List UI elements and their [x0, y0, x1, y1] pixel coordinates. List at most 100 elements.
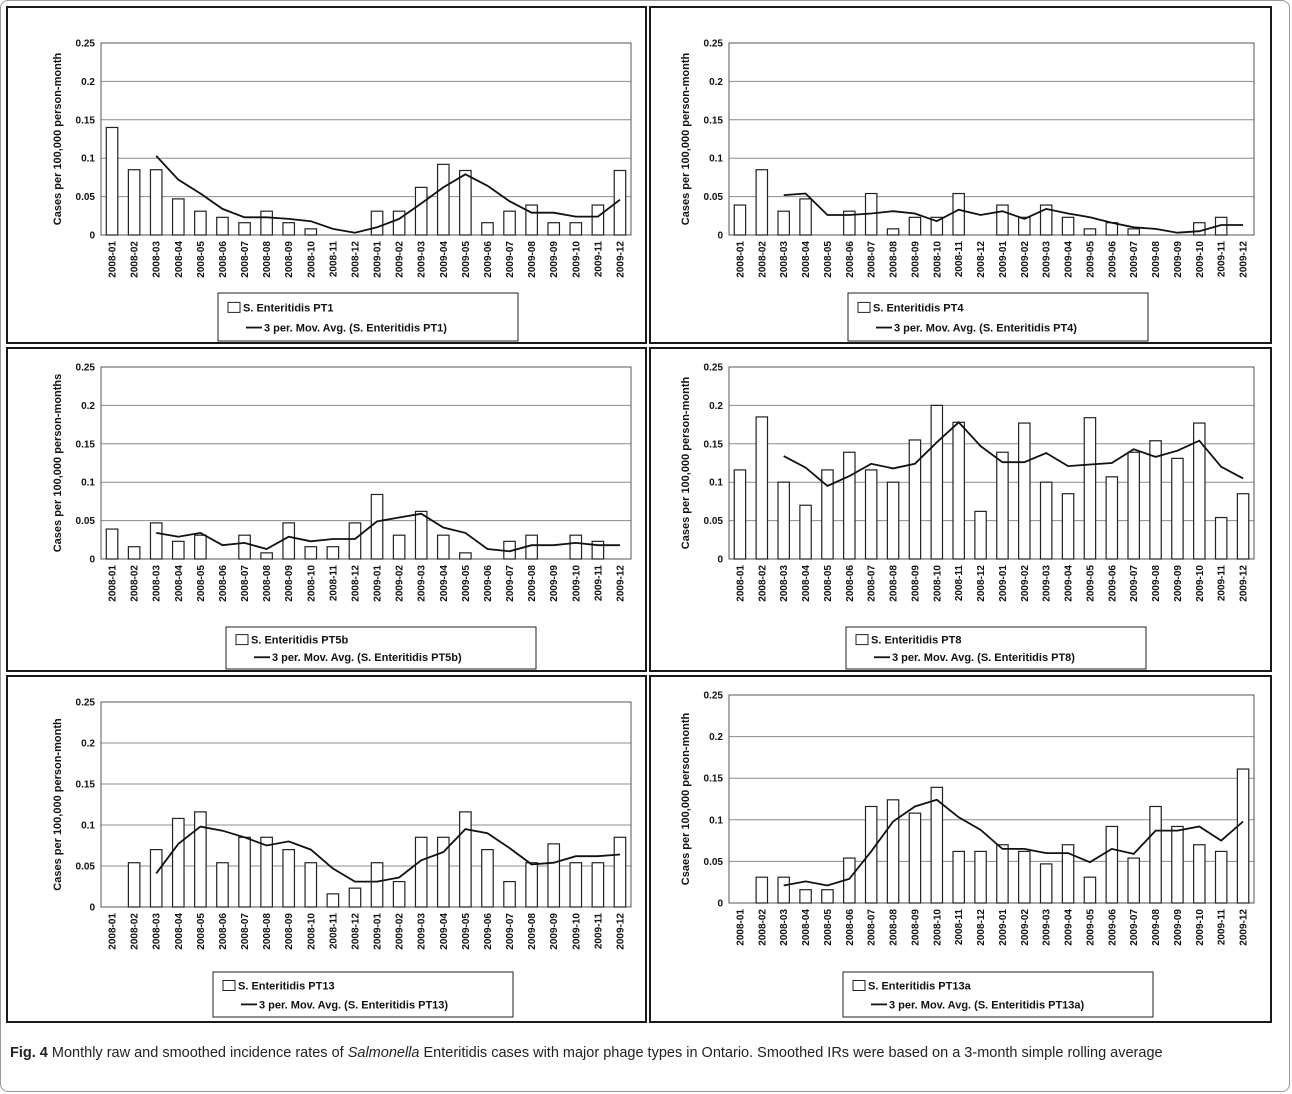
bar — [1105, 222, 1119, 236]
x-tick-label: 2009-10 — [1195, 909, 1206, 946]
moving-average-line — [783, 421, 1244, 488]
bar — [974, 510, 987, 560]
bar — [569, 534, 583, 560]
x-tick-label: 2009-01 — [998, 241, 1009, 278]
bar — [260, 552, 273, 560]
x-tick-label: 2009-05 — [461, 565, 472, 602]
x-tick-label: 2009-11 — [593, 241, 604, 278]
bar — [436, 534, 450, 560]
chart-panel-pt13a: 0 0.05 0.1 0.15 0.2 0.25 Csaes per 100,000 per… — [649, 675, 1272, 1023]
bar — [392, 210, 406, 236]
x-tick-label: 2008-11 — [954, 565, 965, 602]
bar — [149, 169, 163, 236]
bar — [171, 817, 185, 908]
y-tick-label: 0.1 — [81, 154, 95, 165]
legend-label-bars: S. Enteritidis PT8 — [871, 635, 961, 647]
bar — [370, 210, 384, 236]
bar — [1105, 476, 1119, 560]
x-tick-label: 2008-01 — [735, 241, 746, 278]
bar — [414, 510, 428, 560]
y-tick-label: 0 — [89, 231, 95, 242]
legend-label-line: 3 per. Mov. Avg. (S. Enteritidis PT8) — [892, 652, 1075, 664]
plot-area — [728, 694, 1255, 904]
bar — [1039, 863, 1053, 904]
chart-panel-pt1: 0 0.05 0.1 0.15 0.2 0.25 Cases per 100,000 per… — [6, 6, 647, 344]
bar — [952, 421, 965, 560]
y-tick-label: 0.15 — [76, 115, 96, 126]
y-tick-label: 0.05 — [76, 862, 96, 873]
x-tick-label: 2008-08 — [262, 241, 273, 278]
bar — [996, 844, 1009, 904]
y-axis-label: Cases per 100,000 person-month — [680, 53, 692, 226]
x-tick-label: 2009-07 — [505, 913, 516, 950]
x-tick-label: 2009-05 — [1085, 565, 1096, 602]
bar — [127, 169, 141, 236]
bar — [282, 222, 296, 236]
legend-label-bars: S. Enteritidis PT4 — [873, 302, 964, 314]
bar — [755, 169, 769, 236]
caption-label: Fig. 4 — [10, 1045, 48, 1061]
x-tick-label: 2009-02 — [395, 913, 406, 950]
bar — [503, 210, 516, 236]
x-tick-label: 2009-05 — [461, 913, 472, 950]
bar — [326, 546, 340, 560]
bar — [864, 469, 878, 560]
x-tick-label: 2009-05 — [1085, 909, 1096, 946]
x-tick-label: 2008-03 — [152, 241, 163, 278]
x-tick-label: 2008-05 — [196, 565, 207, 602]
legend-bar-swatch — [227, 301, 241, 313]
legend-label-line: 3 per. Mov. Avg. (S. Enteritidis PT13) — [259, 999, 448, 1011]
bar — [1083, 417, 1097, 560]
bar — [777, 210, 790, 236]
bar — [525, 204, 538, 236]
x-tick-label: 2008-08 — [889, 909, 900, 946]
x-tick-label: 2009-11 — [1217, 909, 1228, 946]
x-tick-label: 2008-10 — [306, 241, 317, 278]
bar — [459, 811, 472, 908]
y-tick-label: 0.05 — [76, 516, 96, 527]
y-tick-label: 0.2 — [81, 77, 95, 88]
legend — [845, 626, 1147, 670]
x-tick-label: 2009-11 — [593, 913, 604, 950]
bar — [591, 204, 605, 236]
moving-average-line — [783, 798, 1244, 887]
x-tick-label: 2008-11 — [954, 241, 965, 278]
x-tick-label: 2008-11 — [328, 565, 339, 602]
chart-panel-pt13: 0 0.05 0.1 0.15 0.2 0.25 Cases per 100,000 per… — [6, 675, 647, 1023]
caption-text-pre: Monthly raw and smoothed incidence rates… — [51, 1045, 344, 1061]
x-tick-label: 2009-03 — [1042, 909, 1053, 946]
chart-pt8: 0 0.05 0.1 0.15 0.2 0.25 Cases per 100,000 per… — [680, 363, 1255, 670]
x-tick-label: 2009-09 — [549, 913, 560, 950]
y-tick-label: 0.2 — [709, 401, 723, 412]
legend-bar-swatch — [855, 634, 869, 646]
y-tick-label: 0.1 — [81, 478, 95, 489]
x-tick-label: 2009-02 — [395, 241, 406, 278]
y-tick-label: 0.25 — [704, 691, 724, 702]
x-tick-label: 2008-12 — [350, 913, 361, 950]
legend-bar-swatch — [235, 634, 249, 646]
bar — [930, 216, 944, 236]
x-tick-label: 2008-06 — [845, 565, 856, 602]
x-tick-label: 2009-01 — [998, 565, 1009, 602]
moving-average-line — [156, 512, 620, 553]
plot-area — [728, 366, 1255, 560]
chart-pt5b: 0 0.05 0.1 0.15 0.2 0.25 Cases per 100,000 per… — [52, 363, 632, 670]
x-tick-label: 2008-06 — [845, 241, 856, 278]
bar — [952, 850, 965, 904]
x-tick-label: 2008-05 — [823, 565, 834, 602]
bar — [1127, 451, 1140, 560]
bar — [370, 862, 384, 908]
figure-caption: Fig. 4 Monthly raw and smoothed incidenc… — [10, 1042, 1270, 1064]
x-tick-label: 2008-09 — [284, 241, 295, 278]
x-tick-label: 2009-09 — [549, 241, 560, 278]
x-tick-label: 2009-08 — [527, 241, 538, 278]
x-tick-label: 2009-11 — [1217, 241, 1228, 278]
x-tick-label: 2009-09 — [549, 565, 560, 602]
bar — [1018, 216, 1031, 236]
bar — [1083, 228, 1097, 236]
bar — [886, 481, 900, 560]
bar — [799, 504, 812, 560]
x-tick-label: 2008-04 — [174, 913, 185, 950]
bar — [216, 216, 229, 236]
